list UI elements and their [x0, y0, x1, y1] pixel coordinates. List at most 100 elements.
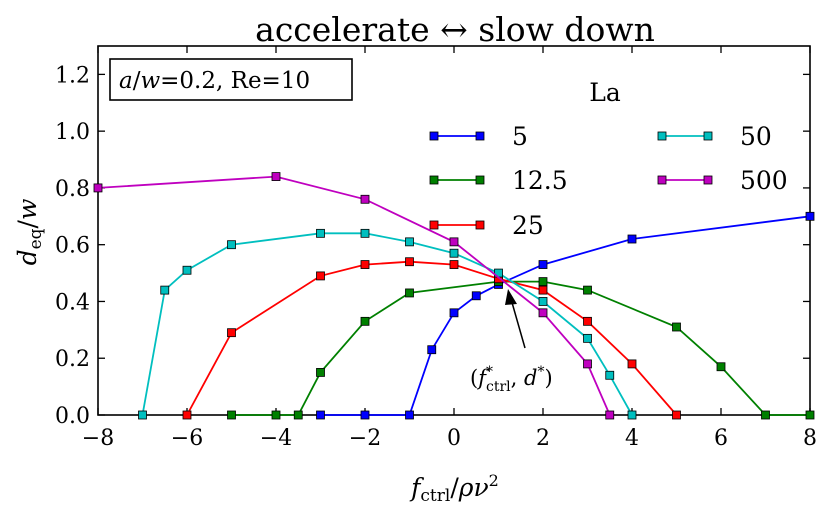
x-tick-label: −4 — [260, 426, 292, 451]
data-point — [227, 240, 236, 250]
data-point — [583, 333, 592, 343]
data-point — [449, 248, 459, 258]
data-point — [583, 316, 592, 326]
info-box: a/w=0.2, Re=10 — [109, 58, 353, 101]
annotation-arrowhead — [505, 289, 517, 305]
data-point — [293, 410, 303, 420]
legend-item-500: 500 — [657, 166, 788, 195]
series-line — [231, 280, 810, 416]
series-500 — [93, 172, 615, 420]
x-tick-label: 4 — [625, 426, 639, 451]
legend-label: 500 — [740, 166, 788, 195]
legend-marker — [429, 175, 439, 185]
data-point — [360, 194, 370, 204]
data-point — [316, 410, 325, 420]
data-point — [405, 410, 414, 420]
data-point — [182, 410, 192, 420]
data-point — [449, 237, 459, 247]
y-tick-label: 0.8 — [55, 177, 90, 202]
data-point — [405, 288, 414, 298]
chart-title: accelerate ↔ slow down — [255, 10, 655, 49]
data-point — [427, 345, 437, 355]
data-point — [538, 297, 548, 306]
y-tick-label: 1.2 — [55, 63, 90, 88]
legend-label: 5 — [512, 122, 528, 151]
data-point — [805, 410, 815, 420]
data-point — [316, 271, 325, 281]
data-point — [138, 410, 147, 420]
legend-label: 12.5 — [512, 166, 568, 195]
info-box-frame — [109, 58, 353, 101]
series-line — [186, 260, 678, 416]
series-5 — [316, 211, 815, 420]
y-axis-label: deq/w — [13, 199, 46, 266]
data-point — [605, 370, 615, 380]
data-point — [449, 308, 459, 318]
legend-title: La — [589, 78, 621, 107]
series-12-5 — [227, 277, 815, 420]
legend-item-12-5: 12.5 — [429, 166, 568, 195]
legend-marker — [657, 175, 667, 185]
x-tick-label: −2 — [349, 426, 381, 451]
data-point — [316, 228, 325, 238]
series-layer — [93, 172, 815, 420]
data-point — [538, 260, 548, 269]
legend: La 5 12.5 25 50 500 — [429, 78, 788, 240]
data-point — [716, 362, 726, 372]
data-point — [538, 277, 548, 286]
data-point — [93, 183, 103, 193]
legend-marker — [475, 131, 485, 141]
axis-ticks: −8 −6 −4 −2 0 2 4 6 8 0.0 0.2 0.4 0.6 0.8 1.0 1.2 — [55, 46, 817, 451]
y-tick-label: 0.2 — [55, 347, 90, 372]
x-axis-label: fctrl/ρν2 — [409, 471, 499, 506]
data-point — [471, 291, 481, 301]
data-point — [360, 260, 370, 269]
data-point — [405, 237, 414, 247]
y-tick-label: 1.0 — [55, 120, 90, 145]
legend-item-25: 25 — [429, 211, 544, 240]
data-point — [538, 308, 548, 318]
x-tick-label: 0 — [447, 426, 461, 451]
series-50 — [138, 228, 637, 420]
annotation-label: (f* ctrl, d*) — [470, 364, 553, 395]
legend-marker — [429, 220, 439, 230]
data-point — [627, 359, 637, 369]
legend-marker — [703, 175, 713, 185]
y-tick-label: 0.6 — [55, 234, 90, 259]
data-point — [271, 410, 281, 420]
y-tick-label: 0.4 — [55, 290, 90, 315]
data-point — [316, 368, 325, 377]
x-tick-label: 6 — [714, 426, 728, 451]
data-point — [583, 285, 592, 295]
x-tick-label: 2 — [536, 426, 550, 451]
data-point — [227, 328, 236, 338]
data-point — [672, 410, 681, 420]
info-box-text: a/w=0.2, Re=10 — [119, 68, 310, 94]
data-point — [360, 316, 370, 326]
data-point — [160, 285, 170, 295]
annotation-arrow-line — [510, 298, 526, 349]
y-tick-label: 0.0 — [55, 404, 90, 429]
legend-marker — [475, 220, 485, 230]
legend-marker — [657, 131, 667, 141]
x-tick-label: −8 — [82, 426, 114, 451]
data-point — [583, 359, 592, 369]
legend-label: 50 — [740, 122, 772, 151]
x-tick-label: −6 — [171, 426, 203, 451]
data-point — [672, 322, 681, 332]
data-point — [805, 211, 815, 221]
data-point — [271, 172, 281, 181]
data-point — [449, 260, 459, 269]
data-point — [627, 410, 637, 420]
series-line — [320, 215, 811, 416]
legend-label: 25 — [512, 211, 544, 240]
legend-item-5: 5 — [429, 122, 528, 151]
legend-marker — [429, 131, 439, 141]
data-point — [360, 410, 370, 420]
data-point — [761, 410, 770, 420]
data-point — [538, 285, 548, 295]
legend-marker — [703, 131, 713, 141]
data-point — [360, 228, 370, 238]
plot-area: −8 −6 −4 −2 0 2 4 6 8 0.0 0.2 0.4 0.6 0.8 1.0 1.2 — [55, 45, 817, 451]
series-25 — [182, 257, 681, 420]
